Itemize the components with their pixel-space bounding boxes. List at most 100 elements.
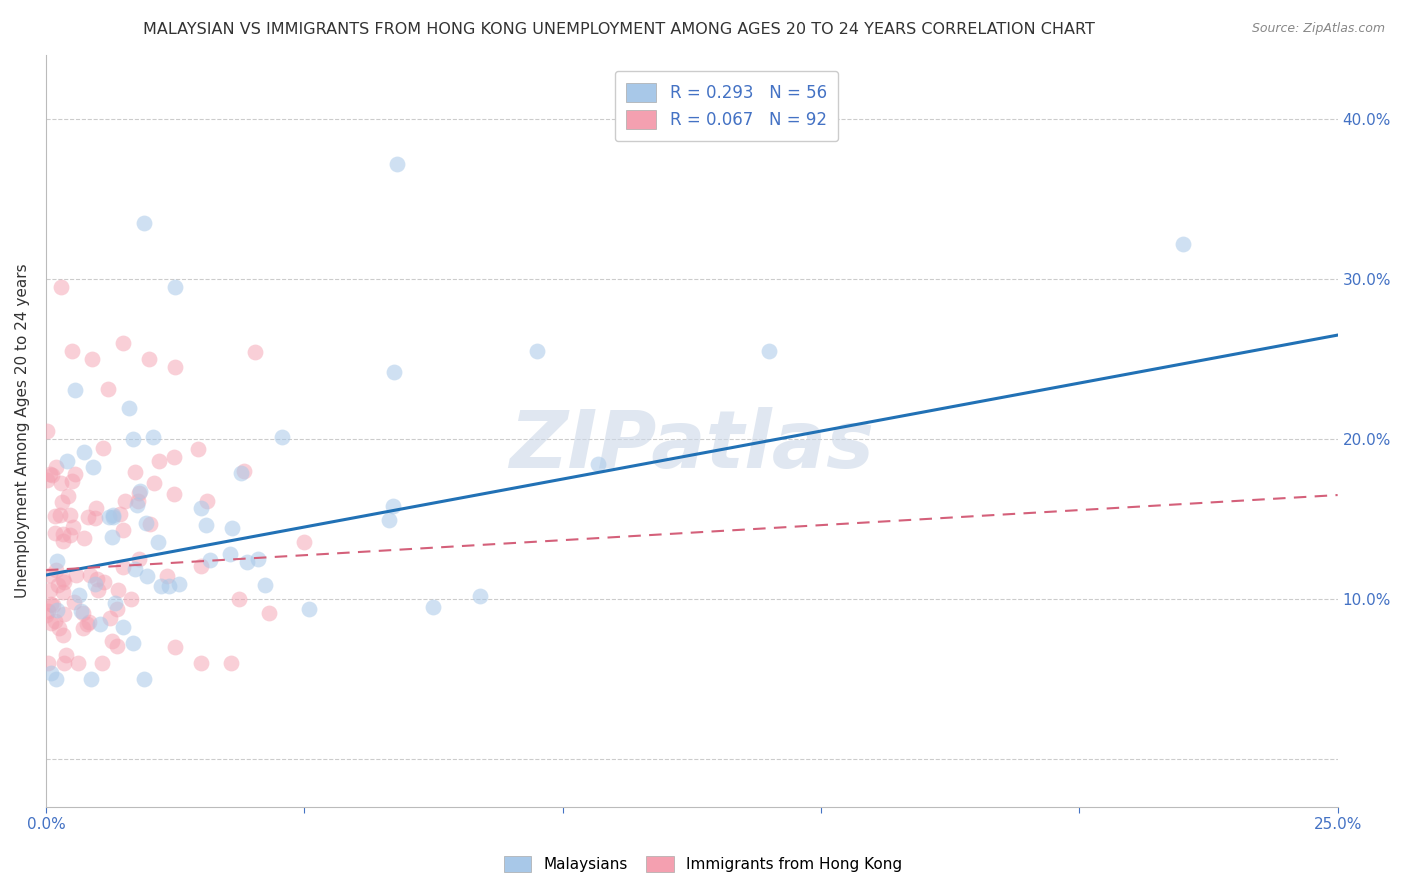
Point	[243, 345, 266, 359]
Point	[298, 602, 321, 616]
Text: ZIPatlas: ZIPatlas	[509, 407, 875, 485]
Point	[76, 617, 98, 632]
Point	[162, 450, 184, 465]
Point	[228, 592, 250, 607]
Point	[377, 513, 399, 527]
Point	[46, 554, 69, 568]
Point	[82, 352, 104, 367]
Point	[69, 604, 91, 618]
Point	[39, 467, 62, 482]
Point	[49, 508, 72, 522]
Point	[93, 574, 115, 589]
Point	[1171, 236, 1194, 251]
Point	[122, 432, 145, 446]
Point	[468, 589, 491, 603]
Point	[270, 430, 292, 444]
Point	[39, 665, 62, 680]
Point	[112, 336, 135, 351]
Point	[86, 572, 108, 586]
Point	[124, 465, 146, 479]
Point	[232, 464, 254, 478]
Point	[46, 578, 69, 592]
Point	[186, 442, 208, 457]
Point	[45, 672, 67, 686]
Point	[82, 460, 104, 475]
Point	[163, 640, 186, 654]
Point	[127, 494, 149, 508]
Point	[89, 617, 111, 632]
Point	[52, 628, 75, 642]
Point	[35, 473, 58, 487]
Legend: R = 0.293   N = 56, R = 0.067   N = 92: R = 0.293 N = 56, R = 0.067 N = 92	[614, 71, 838, 141]
Point	[292, 535, 315, 549]
Point	[42, 598, 65, 612]
Point	[422, 599, 444, 614]
Point	[118, 401, 141, 415]
Point	[72, 606, 94, 620]
Point	[146, 534, 169, 549]
Point	[63, 595, 86, 609]
Point	[63, 467, 86, 481]
Point	[112, 619, 135, 633]
Point	[45, 563, 67, 577]
Point	[190, 500, 212, 515]
Point	[39, 597, 62, 611]
Point	[77, 615, 100, 629]
Point	[45, 460, 67, 475]
Point	[135, 569, 157, 583]
Point	[246, 552, 269, 566]
Point	[139, 516, 162, 531]
Point	[165, 280, 187, 294]
Point	[128, 552, 150, 566]
Point	[163, 487, 186, 501]
Point	[104, 596, 127, 610]
Point	[73, 531, 96, 545]
Point	[219, 656, 242, 670]
Point	[138, 352, 160, 367]
Point	[194, 518, 217, 533]
Point	[37, 603, 59, 617]
Point	[67, 588, 90, 602]
Legend: Malaysians, Immigrants from Hong Kong: Malaysians, Immigrants from Hong Kong	[496, 848, 910, 880]
Point	[128, 485, 150, 500]
Y-axis label: Unemployment Among Ages 20 to 24 years: Unemployment Among Ages 20 to 24 years	[15, 264, 30, 599]
Point	[62, 520, 84, 534]
Point	[51, 475, 73, 490]
Point	[157, 579, 180, 593]
Point	[52, 575, 75, 590]
Point	[200, 553, 222, 567]
Point	[586, 457, 609, 471]
Point	[52, 526, 75, 541]
Point	[165, 360, 187, 375]
Point	[55, 453, 77, 467]
Point	[65, 568, 87, 582]
Point	[103, 509, 125, 524]
Point	[101, 530, 124, 544]
Point	[53, 656, 76, 670]
Point	[44, 526, 66, 541]
Point	[80, 672, 103, 686]
Point	[112, 523, 135, 537]
Point	[120, 592, 142, 607]
Point	[190, 656, 212, 670]
Point	[44, 614, 66, 628]
Point	[45, 602, 67, 616]
Point	[62, 475, 84, 489]
Point	[155, 569, 177, 583]
Point	[51, 495, 73, 509]
Point	[86, 500, 108, 515]
Point	[39, 583, 62, 598]
Point	[122, 636, 145, 650]
Point	[105, 602, 128, 616]
Point	[37, 656, 59, 670]
Text: Source: ZipAtlas.com: Source: ZipAtlas.com	[1251, 22, 1385, 36]
Point	[72, 621, 94, 635]
Point	[197, 493, 219, 508]
Point	[59, 508, 82, 522]
Point	[150, 579, 173, 593]
Point	[56, 490, 79, 504]
Point	[41, 468, 63, 483]
Point	[35, 608, 58, 623]
Point	[93, 441, 115, 455]
Point	[231, 466, 253, 480]
